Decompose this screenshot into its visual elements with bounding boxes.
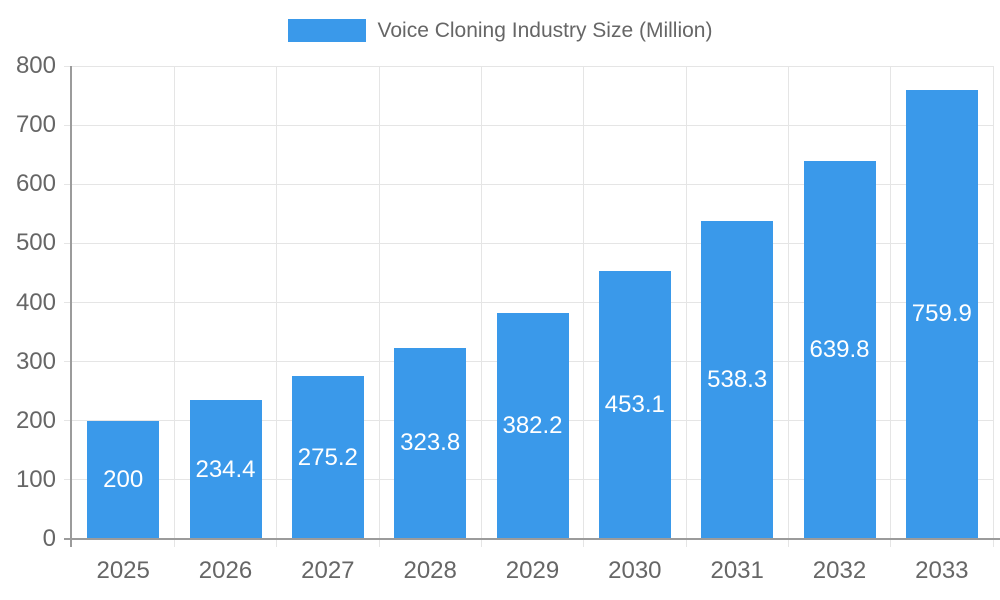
y-tick-label: 500 — [15, 229, 56, 257]
bar-2027: 275.2 — [291, 376, 364, 539]
y-tick-label: 200 — [15, 406, 56, 434]
gridline-vertical — [583, 66, 585, 539]
bar-2033: 759.9 — [905, 89, 978, 539]
x-axis-tick — [890, 539, 892, 547]
y-axis-tick — [64, 65, 72, 67]
y-axis-tick — [64, 361, 72, 363]
x-tick-label-2027: 2027 — [301, 557, 355, 584]
y-tick-label: 300 — [15, 347, 56, 375]
x-tick-label-2028: 2028 — [403, 557, 457, 584]
x-axis-tick — [992, 539, 994, 547]
bar-value-label-2031: 538.3 — [707, 365, 768, 393]
bar-2030: 453.1 — [598, 271, 671, 539]
y-axis-tick — [64, 124, 72, 126]
gridline-vertical — [992, 66, 994, 539]
y-axis-tick — [64, 479, 72, 481]
bar-2029: 382.2 — [496, 313, 569, 539]
x-axis-tick — [583, 539, 585, 547]
gridline-horizontal — [72, 124, 993, 126]
x-axis-tick — [276, 539, 278, 547]
bar-2031: 538.3 — [701, 220, 774, 539]
gridline-horizontal — [72, 65, 993, 67]
x-tick-label-2030: 2030 — [608, 557, 662, 584]
x-axis-tick — [480, 539, 482, 547]
bar-2026: 234.4 — [189, 400, 262, 539]
y-tick-label: 800 — [15, 52, 56, 79]
gridline-vertical — [378, 66, 380, 539]
bar-value-label-2033: 759.9 — [911, 300, 972, 328]
x-tick-label-2029: 2029 — [505, 557, 560, 584]
legend-swatch — [287, 19, 366, 42]
y-axis-tick — [64, 183, 72, 185]
gridline-horizontal — [72, 302, 993, 303]
y-axis-tick — [64, 242, 72, 244]
x-axis-tick — [173, 539, 175, 547]
gridline-vertical — [787, 66, 789, 539]
gridline-vertical — [276, 66, 278, 539]
gridline-horizontal — [72, 242, 993, 244]
y-axis-tick — [64, 420, 72, 422]
x-axis-tick — [787, 539, 789, 547]
gridline-vertical — [480, 66, 482, 539]
x-tick-label-2025: 2025 — [96, 557, 150, 584]
bar-value-label-2025: 200 — [103, 465, 144, 493]
chart-legend: Voice Cloning Industry Size (Million) — [0, 19, 1000, 42]
x-axis-line — [64, 538, 1000, 540]
bar-2032: 639.8 — [803, 160, 876, 539]
y-axis-line — [70, 66, 72, 547]
bar-2028: 323.8 — [394, 347, 467, 539]
legend-label: Voice Cloning Industry Size (Million) — [377, 19, 713, 42]
bar-value-label-2026: 234.4 — [195, 455, 256, 483]
x-tick-label-2033: 2033 — [915, 557, 969, 584]
x-axis-tick — [685, 539, 687, 547]
gridline-vertical — [685, 66, 687, 539]
y-tick-label: 100 — [15, 465, 56, 493]
x-tick-label-2031: 2031 — [710, 557, 764, 584]
x-axis-tick — [378, 539, 380, 547]
gridline-horizontal — [72, 183, 993, 185]
x-tick-label-2032: 2032 — [812, 557, 867, 584]
y-tick-label: 700 — [15, 111, 56, 139]
bar-value-label-2028: 323.8 — [400, 429, 461, 457]
y-tick-label: 400 — [15, 288, 56, 316]
y-tick-label: 0 — [42, 525, 56, 552]
bar-value-label-2032: 639.8 — [809, 335, 870, 363]
bar-value-label-2027: 275.2 — [297, 443, 358, 471]
bar-2025: 200 — [87, 420, 160, 539]
bar-value-label-2030: 453.1 — [604, 391, 665, 419]
bar-value-label-2029: 382.2 — [502, 412, 563, 439]
gridline-vertical — [173, 66, 175, 539]
gridline-vertical — [890, 66, 892, 539]
y-axis-tick — [64, 302, 72, 303]
legend-item-voice-cloning-industry-size[interactable]: Voice Cloning Industry Size (Million) — [287, 19, 713, 42]
y-tick-label: 600 — [15, 170, 56, 198]
x-tick-label-2026: 2026 — [198, 557, 253, 584]
